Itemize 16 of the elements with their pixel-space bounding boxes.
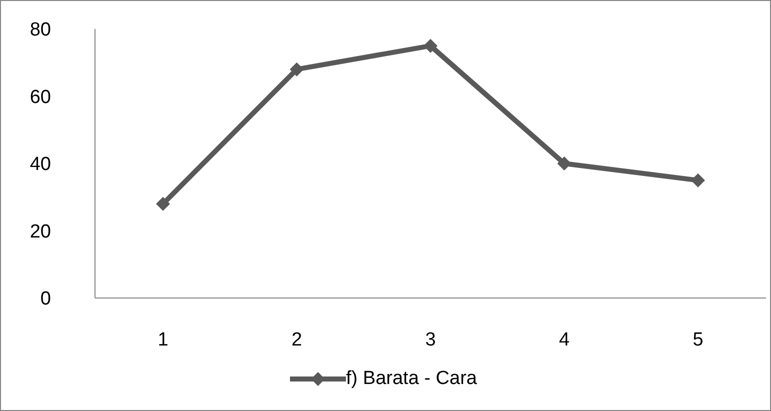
x-tick-label: 2 bbox=[291, 329, 302, 350]
legend-label: f) Barata - Cara bbox=[346, 368, 477, 390]
y-tick-label: 20 bbox=[30, 221, 51, 242]
x-tick-label: 4 bbox=[558, 329, 570, 350]
x-tick-label: 5 bbox=[692, 329, 704, 350]
x-tick-label: 3 bbox=[425, 329, 436, 350]
point bbox=[156, 196, 170, 211]
y-tick-label: 0 bbox=[40, 288, 51, 310]
x-tick-label: 1 bbox=[158, 329, 168, 350]
y-tick-label: 60 bbox=[30, 86, 51, 108]
y-tick-label: 80 bbox=[30, 20, 51, 41]
point bbox=[557, 156, 572, 170]
point bbox=[691, 173, 705, 188]
point bbox=[424, 38, 438, 53]
y-tick-label: 40 bbox=[30, 154, 51, 176]
point bbox=[290, 62, 304, 76]
